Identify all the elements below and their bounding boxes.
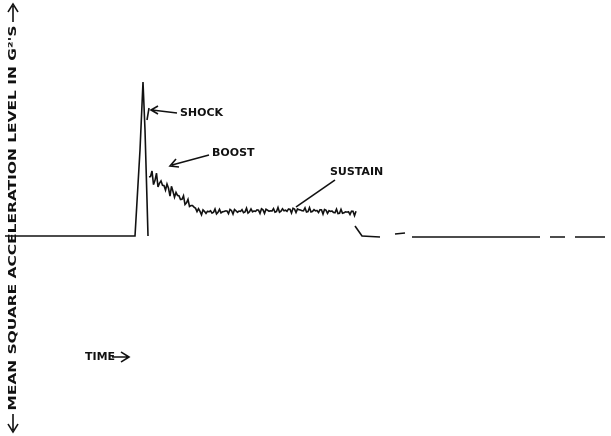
- shock-pointer: [149, 105, 178, 115]
- tail-trace: [354, 225, 605, 238]
- shock-mark: [146, 107, 150, 121]
- axis-label: MEAN SQUARE ACCELERATION LEVEL IN G²'S: [6, 25, 19, 410]
- response-trace: [148, 170, 357, 219]
- sustain-label: SUSTAIN: [330, 165, 383, 178]
- shock-label: SHOCK: [180, 106, 224, 119]
- time-arrow: [112, 351, 131, 363]
- boost-label: BOOST: [212, 146, 255, 159]
- axis-arrow-down: [7, 414, 19, 434]
- time-label: TIME: [85, 350, 115, 363]
- shock-spike: [5, 81, 149, 237]
- boost-pointer: [168, 154, 210, 168]
- sustain-pointer: [295, 179, 336, 208]
- axis-arrow-up: [7, 2, 19, 22]
